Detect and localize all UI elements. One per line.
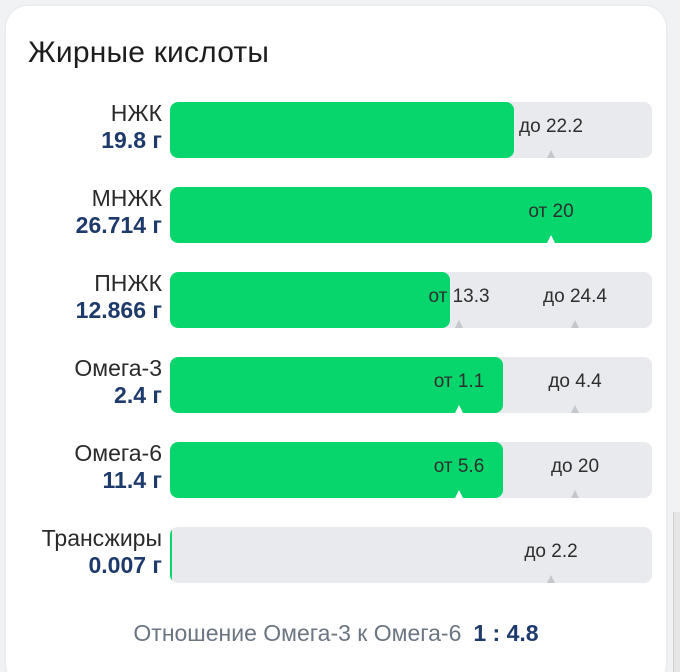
- limit-marker: до 20: [550, 456, 600, 477]
- scrollbar[interactable]: [673, 512, 680, 672]
- nutrient-amount: 26.714 г: [75, 212, 162, 238]
- row-omega-6: Омега-6 11.4 г от 5.6 до 20: [6, 440, 666, 500]
- progress-fill: [170, 102, 514, 158]
- nutrient-name: ПНЖК: [94, 270, 162, 296]
- limit-marker: до 4.4: [548, 371, 602, 392]
- nutrient-amount: 11.4 г: [102, 467, 162, 493]
- progress-fill: [170, 187, 652, 243]
- progress-track: от 13.3 до 24.4: [170, 272, 652, 328]
- nutrient-name: Омега-3: [74, 355, 162, 381]
- limit-tick: [571, 320, 579, 328]
- nutrient-amount: 19.8 г: [101, 127, 162, 153]
- omega-ratio-value: 1 : 4.8: [473, 620, 539, 646]
- progress-fill: [170, 272, 450, 328]
- omega-ratio: Отношение Омега-3 к Омега-6 1 : 4.8: [6, 620, 666, 647]
- limit-marker: до 22.2: [519, 116, 583, 137]
- nutrient-amount: 2.4 г: [114, 382, 162, 408]
- progress-fill: [170, 442, 503, 498]
- omega-ratio-label: Отношение Омега-3 к Омега-6: [133, 620, 462, 646]
- row-label: Омега-3 2.4 г: [74, 355, 162, 409]
- progress-track: до 2.2: [170, 527, 652, 583]
- limit-tick: [547, 235, 555, 243]
- limit-tick: [571, 490, 579, 498]
- card-title: Жирные кислоты: [28, 36, 270, 69]
- row-trans-fats: Трансжиры 0.007 г до 2.2: [6, 525, 666, 585]
- row-omega-3: Омега-3 2.4 г от 1.1 до 4.4: [6, 355, 666, 415]
- limit-tick: [455, 490, 463, 498]
- row-nzhk: НЖК 19.8 г до 22.2: [6, 100, 666, 160]
- row-label: Трансжиры 0.007 г: [42, 525, 162, 579]
- nutrient-name: Омега-6: [74, 440, 162, 466]
- nutrient-name: МНЖК: [91, 185, 162, 211]
- nutrient-name: НЖК: [110, 100, 162, 126]
- fatty-acids-card: Жирные кислоты НЖК 19.8 г до 22.2 МНЖК 2…: [6, 6, 666, 672]
- limit-marker: от 20: [528, 201, 574, 222]
- limit-marker: до 24.4: [543, 286, 607, 307]
- limit-tick: [455, 405, 463, 413]
- nutrient-amount: 0.007 г: [88, 552, 162, 578]
- nutrient-name: Трансжиры: [41, 525, 162, 551]
- limit-tick: [571, 405, 579, 413]
- progress-track: от 5.6 до 20: [170, 442, 652, 498]
- limit-marker: от 1.1: [433, 371, 485, 392]
- row-label: МНЖК 26.714 г: [76, 185, 162, 239]
- progress-track: от 20: [170, 187, 652, 243]
- row-label: Омега-6 11.4 г: [74, 440, 162, 494]
- limit-tick: [547, 575, 555, 583]
- row-label: НЖК 19.8 г: [101, 100, 162, 154]
- row-label: ПНЖК 12.866 г: [76, 270, 162, 324]
- limit-tick: [547, 150, 555, 158]
- limit-marker: до 2.2: [524, 541, 578, 562]
- progress-track: от 1.1 до 4.4: [170, 357, 652, 413]
- row-pnzhk: ПНЖК 12.866 г от 13.3 до 24.4: [6, 270, 666, 330]
- limit-marker: от 13.3: [428, 286, 490, 307]
- progress-fill: [170, 527, 172, 583]
- progress-fill: [170, 357, 503, 413]
- progress-track: до 22.2: [170, 102, 652, 158]
- nutrient-amount: 12.866 г: [75, 297, 162, 323]
- limit-marker: от 5.6: [433, 456, 485, 477]
- row-mnzhk: МНЖК 26.714 г от 20: [6, 185, 666, 245]
- limit-tick: [455, 320, 463, 328]
